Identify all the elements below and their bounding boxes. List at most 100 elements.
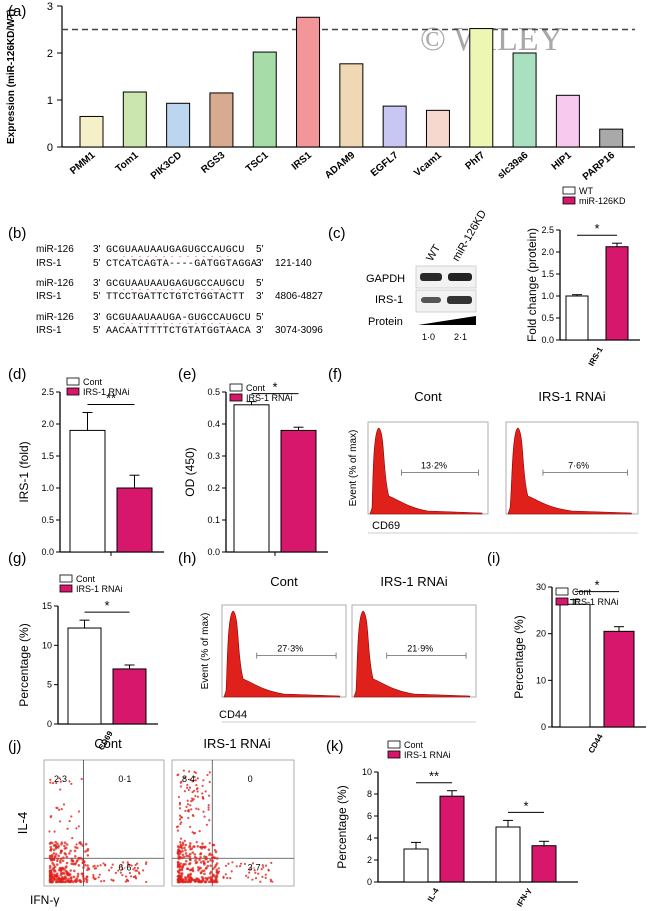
event-dot <box>81 874 85 878</box>
legend-label: Cont <box>404 740 424 750</box>
event-dot <box>64 876 68 879</box>
event-dot <box>65 861 69 865</box>
event-dot <box>63 844 66 848</box>
event-dot <box>77 856 80 860</box>
significance-marker: * <box>104 598 109 613</box>
event-dot <box>75 860 79 863</box>
significance-marker: * <box>523 798 528 813</box>
event-dot <box>215 857 219 860</box>
event-dot <box>208 780 211 784</box>
event-dot <box>269 880 273 883</box>
event-dot <box>145 880 148 884</box>
event-dot <box>251 878 254 881</box>
event-dot <box>178 868 182 871</box>
legend-swatch <box>229 393 243 402</box>
event-dot <box>178 807 182 810</box>
event-dot <box>54 840 57 844</box>
y-tick-label: 1.5 <box>41 451 54 461</box>
event-dot <box>244 874 248 877</box>
legend-label: IRS-1 RNAi <box>83 387 130 397</box>
event-dot <box>125 875 128 878</box>
histogram-peak <box>369 427 483 515</box>
bar-phf7 <box>469 28 494 148</box>
event-dot <box>194 794 197 798</box>
event-dot <box>64 846 68 850</box>
event-dot <box>188 845 191 849</box>
event-dot <box>180 780 183 783</box>
quadrant-value-upper-right: 0·1 <box>118 774 131 784</box>
y-tick-label: 1.0 <box>541 291 554 301</box>
bar-irs-1-rnai <box>116 487 153 553</box>
event-dot <box>230 870 233 873</box>
legend-label: Cont <box>83 377 103 387</box>
event-dot <box>130 864 133 867</box>
event-dot <box>187 788 190 792</box>
event-dot <box>229 877 232 880</box>
event-dot <box>176 845 180 848</box>
x-tick-label: IRS-1 <box>587 345 605 368</box>
legend-swatch <box>59 574 73 583</box>
seq-string: AACAATTTTTCTGTATGGTAACA <box>106 326 251 337</box>
panel-label-i: (i) <box>487 550 500 567</box>
panel-a-bar-chart: 0 1 2 3 Expression (miR-126KD/WT) PMM1 Tom1 PIK… <box>6 1 635 183</box>
event-dot <box>136 867 140 870</box>
event-dot <box>58 868 61 872</box>
y-tick-label: 4 <box>367 833 372 843</box>
event-dot <box>186 803 190 806</box>
histogram-x-label: CD44 <box>219 709 247 721</box>
event-dot <box>199 852 202 856</box>
event-dot <box>238 865 242 868</box>
blot-header-wt: WT <box>424 242 443 263</box>
event-dot <box>176 851 180 855</box>
histogram-x-label: CD69 <box>372 520 400 532</box>
legend-label: WT <box>579 186 593 196</box>
event-dot <box>183 839 186 842</box>
event-dot <box>55 863 59 866</box>
event-dot <box>52 844 56 847</box>
event-dot <box>179 840 182 844</box>
event-dot <box>62 877 66 881</box>
event-dot <box>199 861 203 864</box>
event-dot <box>208 819 211 822</box>
seq-position: 3074-3096 <box>275 325 323 336</box>
event-dot <box>259 880 262 883</box>
event-dot <box>61 871 65 875</box>
panel-label-d: (d) <box>8 366 26 383</box>
legend-label: miR-126KD <box>579 196 626 206</box>
event-dot <box>267 868 270 871</box>
bar-irs-1-rnai <box>603 630 635 728</box>
event-dot <box>56 842 59 845</box>
seq-end: 3' <box>256 291 264 302</box>
event-dot <box>72 875 76 879</box>
event-dot <box>186 799 189 802</box>
event-dot <box>100 880 103 883</box>
panel-label-c: (c) <box>328 225 346 242</box>
x-tick-label: PIK3CD <box>149 150 184 182</box>
bar-wt <box>565 295 589 341</box>
bar-rgs3 <box>209 92 234 148</box>
event-dot <box>183 790 186 793</box>
event-dot <box>77 864 81 867</box>
seq-prime: 3' <box>93 244 101 255</box>
y-tick-label: 20 <box>536 629 546 639</box>
event-dot <box>128 871 131 875</box>
y-tick-label: 0.3 <box>207 451 220 461</box>
event-dot <box>82 877 85 880</box>
event-dot <box>55 875 58 879</box>
event-dot <box>52 863 56 866</box>
event-dot <box>71 837 74 840</box>
event-dot <box>177 855 180 859</box>
y-tick-label: 0.0 <box>541 335 554 345</box>
event-dot <box>196 795 200 798</box>
gate-value: 13·2% <box>421 461 447 471</box>
event-dot <box>204 867 208 870</box>
event-dot <box>179 822 182 826</box>
y-tick-label: 2.5 <box>41 387 54 397</box>
event-dot <box>180 821 183 824</box>
event-dot <box>183 846 186 850</box>
event-dot <box>49 816 52 819</box>
event-dot <box>208 841 211 845</box>
event-dot <box>68 780 71 783</box>
